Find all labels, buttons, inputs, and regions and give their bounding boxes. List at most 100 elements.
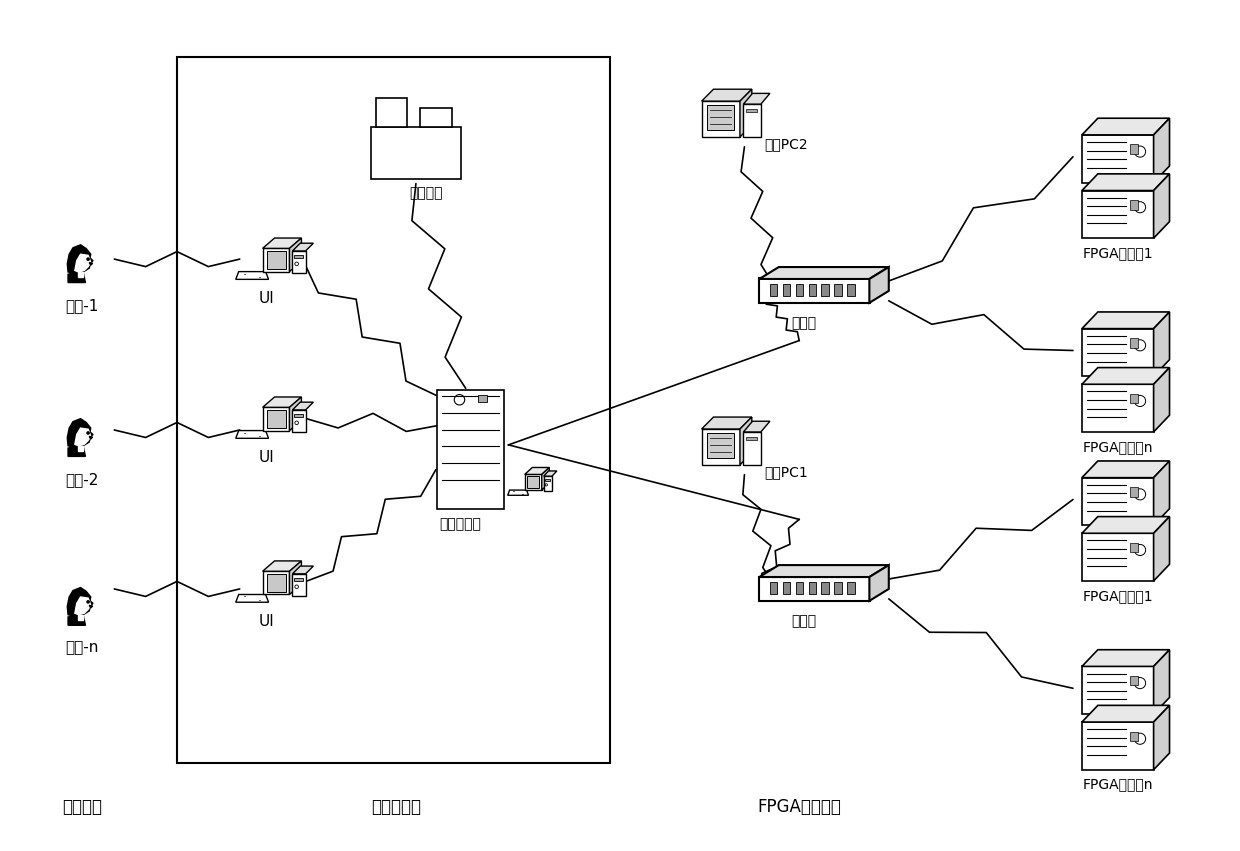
FancyBboxPatch shape [1130, 676, 1137, 686]
FancyBboxPatch shape [267, 410, 286, 428]
FancyBboxPatch shape [782, 582, 790, 594]
FancyBboxPatch shape [1083, 328, 1153, 376]
FancyBboxPatch shape [759, 576, 870, 602]
Polygon shape [1083, 517, 1169, 534]
FancyBboxPatch shape [744, 104, 761, 137]
Text: UI: UI [259, 291, 274, 306]
FancyBboxPatch shape [420, 108, 451, 128]
Polygon shape [1083, 118, 1169, 135]
FancyBboxPatch shape [1130, 145, 1137, 154]
Polygon shape [740, 417, 751, 465]
Text: 数据中心: 数据中心 [409, 186, 443, 201]
Text: FPGA解密机n: FPGA解密机n [1083, 778, 1153, 791]
FancyBboxPatch shape [1083, 135, 1153, 183]
FancyBboxPatch shape [707, 433, 734, 458]
FancyBboxPatch shape [759, 278, 870, 303]
FancyBboxPatch shape [436, 391, 505, 510]
FancyBboxPatch shape [1130, 732, 1137, 741]
Text: FPGA解密节点: FPGA解密节点 [758, 797, 841, 815]
FancyBboxPatch shape [479, 395, 487, 403]
Polygon shape [1153, 312, 1169, 376]
FancyBboxPatch shape [770, 582, 777, 594]
FancyBboxPatch shape [782, 283, 790, 295]
Text: FPGA解密机n: FPGA解密机n [1083, 440, 1153, 454]
Polygon shape [78, 446, 83, 451]
FancyBboxPatch shape [821, 283, 830, 295]
FancyBboxPatch shape [543, 477, 552, 491]
FancyBboxPatch shape [1130, 394, 1137, 403]
FancyBboxPatch shape [808, 283, 816, 295]
Text: UI: UI [259, 614, 274, 629]
Polygon shape [1153, 649, 1169, 714]
Polygon shape [74, 254, 91, 272]
Polygon shape [869, 267, 889, 303]
Text: 界面系统: 界面系统 [62, 797, 103, 815]
FancyBboxPatch shape [796, 283, 804, 295]
Text: 交换机: 交换机 [791, 316, 817, 329]
FancyBboxPatch shape [1130, 200, 1137, 209]
Polygon shape [236, 431, 269, 438]
Polygon shape [507, 490, 528, 495]
Polygon shape [263, 561, 301, 571]
Text: 用户-n: 用户-n [66, 641, 99, 655]
Polygon shape [740, 89, 751, 137]
FancyBboxPatch shape [707, 106, 734, 130]
FancyBboxPatch shape [1083, 477, 1153, 525]
FancyBboxPatch shape [525, 474, 542, 490]
Polygon shape [1083, 368, 1169, 385]
Polygon shape [78, 272, 83, 277]
Polygon shape [68, 614, 86, 625]
FancyBboxPatch shape [847, 582, 856, 594]
FancyBboxPatch shape [702, 101, 740, 137]
FancyBboxPatch shape [1130, 487, 1137, 497]
FancyBboxPatch shape [294, 578, 304, 581]
Text: 用户-2: 用户-2 [66, 471, 99, 487]
FancyBboxPatch shape [293, 574, 305, 596]
FancyBboxPatch shape [745, 109, 756, 112]
Polygon shape [702, 417, 751, 429]
Text: 交换机: 交换机 [791, 614, 817, 628]
Polygon shape [759, 267, 889, 279]
FancyBboxPatch shape [294, 255, 304, 258]
Polygon shape [289, 397, 301, 431]
Polygon shape [67, 587, 93, 617]
Polygon shape [74, 428, 91, 446]
FancyBboxPatch shape [821, 582, 830, 594]
Text: UI: UI [259, 450, 274, 465]
Polygon shape [702, 89, 751, 101]
FancyBboxPatch shape [263, 408, 289, 431]
FancyBboxPatch shape [177, 57, 610, 762]
Polygon shape [1153, 118, 1169, 183]
Text: 用户-1: 用户-1 [66, 298, 99, 313]
Polygon shape [89, 437, 93, 439]
FancyBboxPatch shape [527, 477, 539, 488]
Polygon shape [525, 467, 549, 474]
FancyBboxPatch shape [835, 582, 842, 594]
FancyBboxPatch shape [263, 248, 289, 271]
Polygon shape [68, 446, 86, 456]
Text: FPGA解密机1: FPGA解密机1 [1083, 589, 1153, 603]
Polygon shape [1153, 368, 1169, 432]
FancyBboxPatch shape [796, 582, 804, 594]
Polygon shape [89, 262, 93, 266]
FancyBboxPatch shape [371, 128, 461, 179]
FancyBboxPatch shape [1083, 666, 1153, 714]
Polygon shape [67, 419, 93, 448]
Text: 破解服务器: 破解服务器 [440, 517, 481, 531]
FancyBboxPatch shape [544, 479, 551, 481]
Polygon shape [1153, 461, 1169, 525]
Polygon shape [74, 597, 91, 614]
Polygon shape [236, 271, 269, 279]
FancyBboxPatch shape [744, 432, 761, 465]
FancyBboxPatch shape [267, 251, 286, 269]
FancyBboxPatch shape [293, 410, 305, 431]
Polygon shape [236, 595, 269, 603]
Circle shape [87, 601, 89, 603]
FancyBboxPatch shape [770, 283, 777, 295]
Polygon shape [289, 561, 301, 595]
Polygon shape [293, 566, 314, 574]
Circle shape [87, 431, 89, 434]
Polygon shape [1083, 312, 1169, 328]
Polygon shape [744, 94, 770, 104]
FancyBboxPatch shape [1130, 338, 1137, 348]
